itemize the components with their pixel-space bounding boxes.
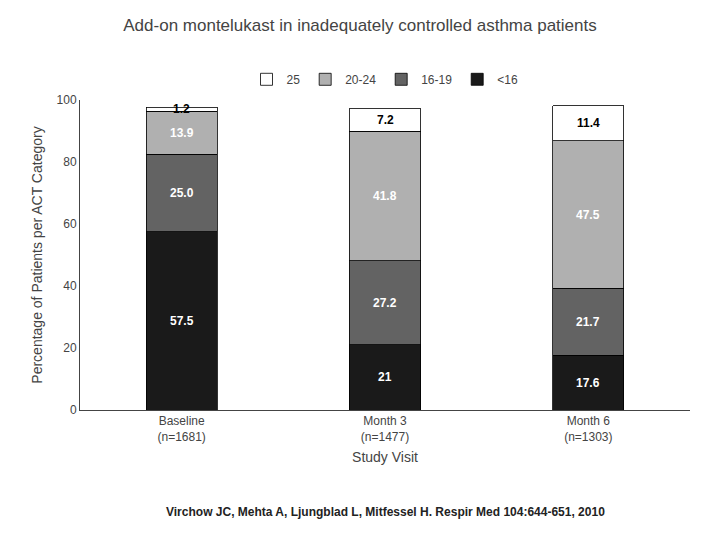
svg-text:13.9: 13.9 [170, 126, 194, 140]
svg-text:21: 21 [378, 370, 392, 384]
svg-text:Month 6(n=1303): Month 6(n=1303) [564, 414, 612, 444]
svg-text:Add-on montelukast in inadequa: Add-on montelukast in inadequately contr… [123, 16, 596, 35]
svg-text:7.2: 7.2 [377, 113, 394, 127]
svg-text:20: 20 [63, 341, 77, 355]
svg-text:27.2: 27.2 [373, 296, 397, 310]
svg-text:16-19: 16-19 [421, 73, 452, 87]
svg-text:41.8: 41.8 [373, 189, 397, 203]
svg-text:25: 25 [287, 73, 301, 87]
svg-text:17.6: 17.6 [576, 376, 600, 390]
svg-text:Month 3(n=1477): Month 3(n=1477) [361, 414, 409, 444]
svg-text:80: 80 [63, 155, 77, 169]
svg-text:20-24: 20-24 [345, 73, 376, 87]
svg-text:1.2: 1.2 [173, 102, 190, 116]
svg-text:Percentage of Patients per ACT: Percentage of Patients per ACT Category [29, 126, 45, 383]
svg-text:Baseline(n=1681): Baseline(n=1681) [157, 414, 205, 444]
svg-text:Study Visit: Study Visit [352, 449, 418, 465]
svg-text:100: 100 [57, 93, 77, 107]
svg-text:57.5: 57.5 [170, 314, 194, 328]
svg-text:Virchow JC, Mehta A, Ljungblad: Virchow JC, Mehta A, Ljungblad L, Mitfes… [166, 505, 605, 519]
svg-text:25.0: 25.0 [170, 186, 194, 200]
svg-text:47.5: 47.5 [576, 208, 600, 222]
svg-text:60: 60 [63, 217, 77, 231]
svg-text:0: 0 [70, 403, 77, 417]
svg-text:11.4: 11.4 [577, 116, 600, 130]
svg-text:<16: <16 [497, 73, 518, 87]
svg-text:21.7: 21.7 [576, 315, 600, 329]
svg-text:40: 40 [63, 279, 77, 293]
